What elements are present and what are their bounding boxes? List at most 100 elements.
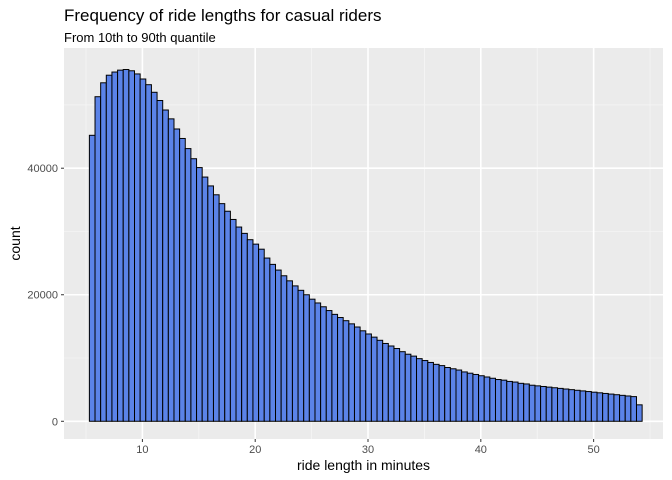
histogram-bar <box>100 82 107 422</box>
histogram-bar <box>190 158 198 422</box>
histogram-bar <box>314 302 322 422</box>
histogram-bar <box>624 395 632 422</box>
histogram-bar <box>173 128 181 422</box>
histogram-bar <box>342 320 350 422</box>
histogram-bar <box>427 361 434 422</box>
histogram-bar <box>517 382 525 422</box>
histogram-bar <box>128 70 136 422</box>
histogram-bar <box>156 100 164 422</box>
histogram-bar <box>263 257 271 422</box>
histogram-bar <box>489 377 496 422</box>
histogram-bar <box>252 243 260 422</box>
histogram-bar <box>286 280 293 422</box>
histogram-bar <box>196 167 203 422</box>
x-tick-label: 20 <box>249 444 261 456</box>
x-tick-label: 10 <box>136 444 148 456</box>
histogram-bar <box>207 185 214 422</box>
histogram-bar <box>297 289 305 422</box>
histogram-bar <box>534 385 542 422</box>
histogram-bar <box>455 369 463 422</box>
histogram-bar <box>229 218 237 422</box>
y-tick-label: 40000 <box>27 163 58 175</box>
histogram-bar <box>421 360 429 422</box>
histogram-bar <box>393 348 401 422</box>
histogram-bar <box>105 74 113 422</box>
histogram-bar <box>387 345 395 422</box>
histogram-bar <box>461 371 468 422</box>
histogram-bar <box>511 381 519 422</box>
histogram-bar <box>320 306 327 422</box>
histogram-bar <box>224 210 231 422</box>
histogram-bar <box>308 298 316 422</box>
histogram-bar <box>348 323 355 422</box>
histogram-bar <box>399 351 406 422</box>
histogram-bar <box>506 380 513 422</box>
histogram-bar <box>382 342 389 422</box>
x-tick-label: 40 <box>475 444 487 456</box>
histogram-bar <box>218 203 226 422</box>
histogram-bar <box>573 389 581 422</box>
y-axis-label: count <box>7 226 23 260</box>
histogram-bar <box>590 391 598 422</box>
histogram-bar <box>449 368 457 422</box>
histogram-bar <box>134 73 141 422</box>
histogram-bar <box>494 379 502 422</box>
histogram-bar <box>162 109 169 422</box>
histogram-bar <box>150 91 158 422</box>
histogram-bar <box>291 285 299 422</box>
histogram-bar <box>139 78 147 422</box>
histogram-bar <box>607 393 615 422</box>
histogram-bar <box>201 176 209 422</box>
histogram-bar <box>212 194 220 422</box>
histogram-bar <box>557 387 564 422</box>
histogram-bar <box>602 392 609 422</box>
histogram-bars <box>88 69 643 422</box>
x-tick-label: 50 <box>587 444 599 456</box>
histogram-bar <box>545 386 553 422</box>
x-tick-label: 30 <box>362 444 374 456</box>
histogram-bar <box>376 339 384 422</box>
histogram-bar <box>562 388 570 422</box>
histogram-bar <box>258 248 265 422</box>
y-tick-label: 0 <box>52 416 58 428</box>
histogram-bar <box>235 226 243 422</box>
histogram-bar <box>540 385 547 422</box>
histogram-bar <box>585 391 592 422</box>
histogram-bar <box>370 336 378 422</box>
histogram-bar <box>179 137 186 422</box>
histogram-bar <box>410 355 418 422</box>
histogram-bar <box>325 310 333 422</box>
histogram-bar <box>88 134 96 422</box>
histogram-bar <box>167 118 175 422</box>
histogram-bar <box>337 317 344 422</box>
histogram-bar <box>269 263 277 422</box>
histogram-bar <box>444 367 451 422</box>
histogram-bar <box>359 330 367 422</box>
histogram-bar <box>635 404 643 422</box>
histogram-bar <box>613 394 621 422</box>
axes: 10 20 30 40 50 0 20000 40000 <box>27 163 599 456</box>
histogram-bar <box>241 232 248 422</box>
x-axis-label: ride length in minutes <box>297 457 430 473</box>
histogram-bar <box>438 365 446 422</box>
histogram-bar <box>416 358 423 422</box>
histogram-bar <box>472 373 480 422</box>
histogram-bar <box>280 275 288 422</box>
histogram-bar <box>596 392 604 422</box>
histogram-bar <box>303 294 310 422</box>
histogram-bar <box>122 69 130 422</box>
histogram-bar <box>478 375 485 422</box>
histogram-bar <box>353 326 361 422</box>
histogram-bar <box>630 396 637 422</box>
histogram-bar <box>404 353 412 422</box>
histogram-bar <box>94 96 102 422</box>
histogram-bar <box>117 69 124 422</box>
histogram-bar <box>111 71 119 422</box>
histogram-bar <box>568 389 575 422</box>
histogram-bar <box>523 383 530 422</box>
y-tick-label: 20000 <box>27 290 58 302</box>
histogram-bar <box>619 394 626 422</box>
histogram-bar <box>483 376 491 422</box>
histogram-bar <box>275 269 282 422</box>
